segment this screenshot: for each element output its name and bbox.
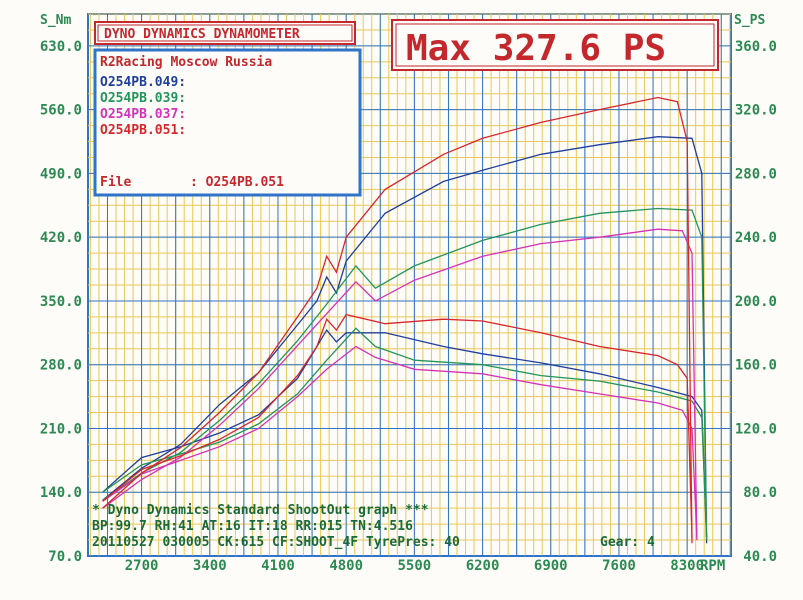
- series-line-torque: [102, 345, 698, 538]
- y-left-tick: 630.0: [40, 39, 82, 55]
- x-tick: 2700: [125, 558, 159, 574]
- y-right-tick: 280.0: [735, 166, 777, 182]
- y-left-tick: 350.0: [40, 294, 82, 310]
- y-left-tick: 280.0: [40, 358, 82, 374]
- series-line-power: [102, 136, 708, 544]
- series-line-power: [102, 96, 693, 544]
- max-power-box: [391, 19, 719, 71]
- y-right-tick: 240.0: [735, 230, 777, 246]
- y-right-tick: 360.0: [735, 39, 777, 55]
- series-line-torque: [102, 328, 708, 538]
- x-tick: 7600: [602, 558, 636, 574]
- legend-box: [93, 48, 362, 197]
- series-line-torque: [102, 327, 708, 538]
- y-right-title: S_PS: [734, 13, 765, 28]
- legend-shop: R2Racing Moscow Russia: [100, 55, 272, 70]
- x-tick: 6200: [466, 558, 500, 574]
- x-axis-title: RPM: [700, 558, 725, 574]
- title-box: [94, 21, 356, 45]
- chart-title: DYNO DYNAMICS DYNAMOMETER: [104, 27, 300, 42]
- x-tick: 5500: [398, 558, 432, 574]
- x-tick: 6900: [534, 558, 568, 574]
- y-right-tick: 120.0: [735, 421, 777, 437]
- legend-file-value: : O254PB.051: [190, 175, 284, 190]
- series-line-torque: [102, 313, 693, 538]
- legend-entry: O254PB.037:: [100, 107, 186, 122]
- y-right-tick: 200.0: [735, 294, 777, 310]
- y-right-tick: 80.0: [743, 485, 777, 501]
- footer-line2: BP:99.7 RH:41 AT:16 IT:18 RR:015 TN:4.51…: [92, 519, 413, 534]
- y-left-tick: 210.0: [40, 421, 82, 437]
- y-right-tick: 320.0: [735, 103, 777, 119]
- max-power-value: Max 327.6 PS: [406, 28, 666, 69]
- footer-line3-left: 20110527 030005 CK:615 CF:SHOOT_4F TyreP…: [92, 535, 460, 550]
- x-tick: 4100: [261, 558, 295, 574]
- ticks: 630.0 560.0 490.0 420.0 350.0 280.0 210.0 140.0…: [40, 39, 777, 574]
- legend-entry: O254PB.049:: [100, 75, 186, 90]
- y-left-tick: 70.0: [48, 549, 82, 565]
- legend-entry: O254PB.051:: [100, 123, 186, 138]
- y-left-tick: 490.0: [40, 166, 82, 182]
- legend-entry: O254PB.039:: [100, 91, 186, 106]
- x-tick: 8300: [670, 558, 704, 574]
- legend-file-label: File: [100, 175, 131, 190]
- y-right-tick: 160.0: [735, 358, 777, 374]
- y-left-title: S_Nm: [40, 13, 71, 28]
- footer-line1: * Dyno Dynamics Standard ShootOut graph …: [92, 503, 429, 518]
- y-right-tick: 40.0: [743, 549, 777, 565]
- series-line-power: [102, 228, 698, 541]
- y-left-tick: 560.0: [40, 103, 82, 119]
- legend-items: O254PB.049:O254PB.039:O254PB.037:O254PB.…: [100, 75, 186, 138]
- x-tick: 4800: [329, 558, 363, 574]
- series-line-power: [102, 207, 708, 541]
- footer-line3-right: Gear: 4: [600, 535, 655, 550]
- y-left-tick: 140.0: [40, 485, 82, 501]
- y-left-tick: 420.0: [40, 230, 82, 246]
- x-tick: 3400: [193, 558, 227, 574]
- series-lines: [102, 96, 708, 544]
